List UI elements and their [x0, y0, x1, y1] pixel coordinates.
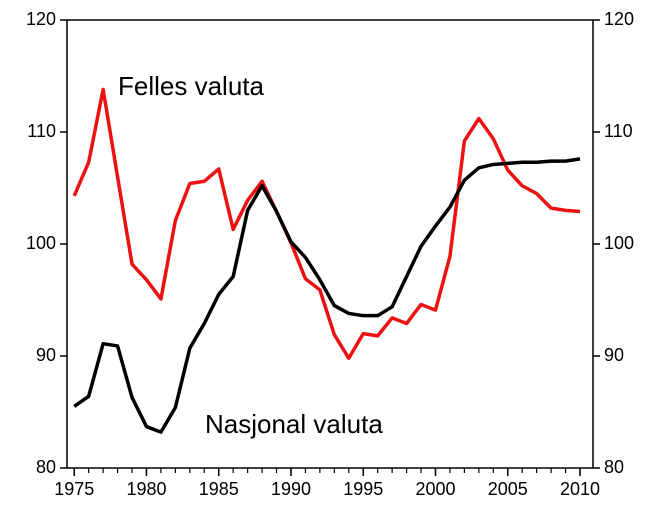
x-tick-label: 1985 [199, 479, 239, 499]
y2-tick-label: 80 [604, 457, 624, 477]
x-tick-label: 1995 [343, 479, 383, 499]
series-annotation: Felles valuta [118, 71, 264, 101]
x-tick-label: 2005 [488, 479, 528, 499]
y-tick-label: 110 [27, 121, 56, 141]
y2-tick-label: 120 [604, 9, 634, 29]
y-tick-label: 90 [36, 345, 56, 365]
x-tick-label: 1980 [126, 479, 166, 499]
series-annotation: Nasjonal valuta [205, 409, 383, 439]
y2-tick-label: 110 [604, 121, 633, 141]
x-tick-label: 1975 [54, 479, 94, 499]
x-tick-label: 2010 [560, 479, 600, 499]
x-tick-label: 1990 [271, 479, 311, 499]
y-tick-label: 80 [36, 457, 56, 477]
y2-tick-label: 90 [604, 345, 624, 365]
line-series [73, 157, 581, 434]
y-tick-label: 120 [26, 9, 56, 29]
y-tick-label: 100 [26, 233, 56, 253]
line-series [72, 87, 581, 360]
y2-tick-label: 100 [604, 233, 634, 253]
x-tick-label: 2000 [415, 479, 455, 499]
